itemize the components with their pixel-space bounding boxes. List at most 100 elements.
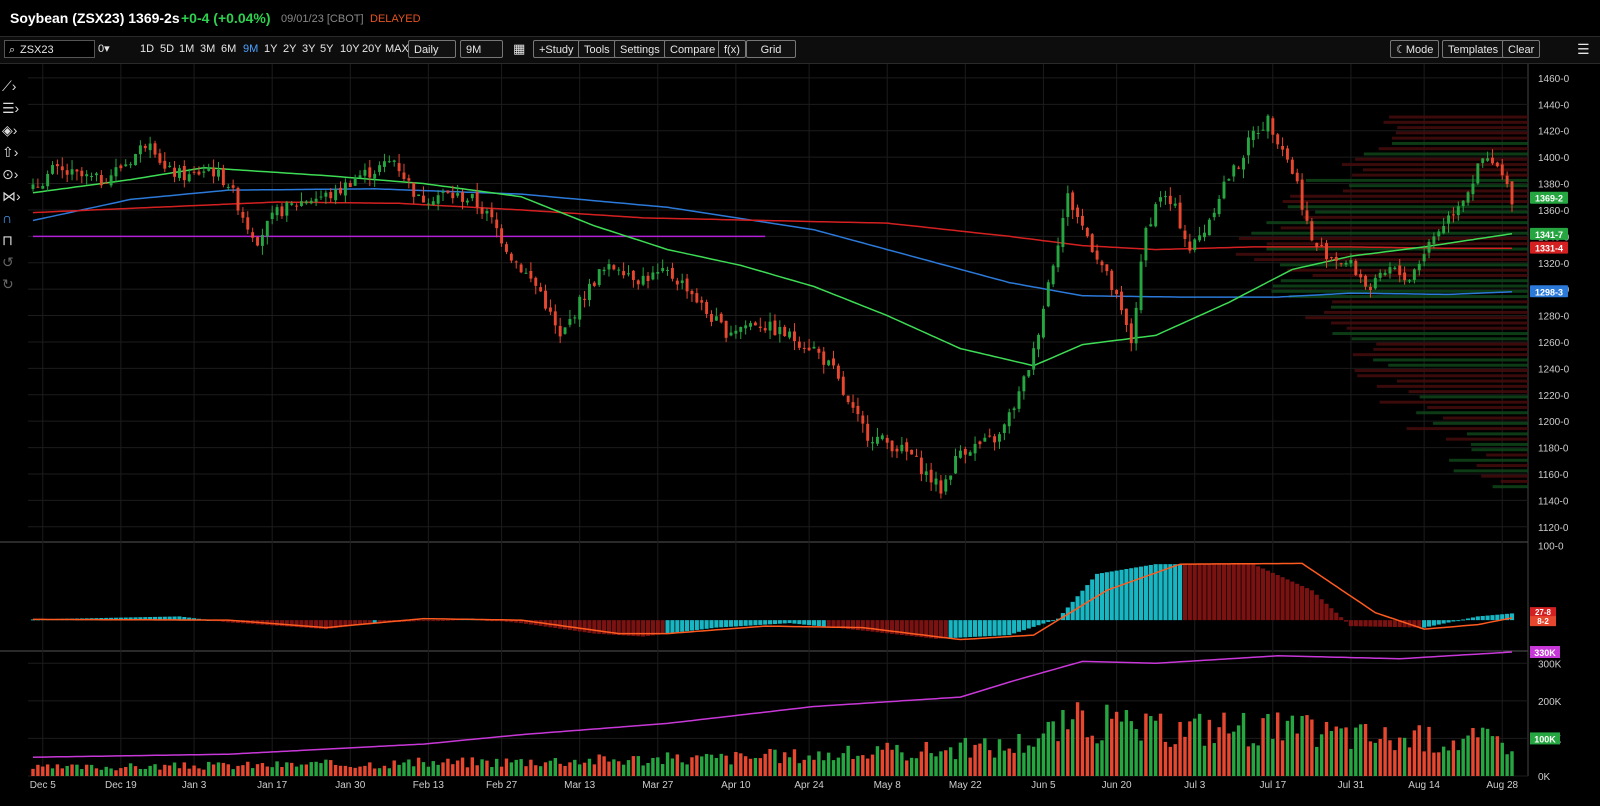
profile-bar (1389, 115, 1528, 119)
study-button[interactable]: +Study (533, 40, 580, 58)
candle-body (597, 269, 601, 286)
lock-icon[interactable]: ⊓ (2, 232, 13, 248)
redo-icon[interactable]: ↻ (2, 276, 14, 292)
volume-bar (973, 744, 977, 776)
range-10y[interactable]: 10Y (340, 43, 360, 55)
osc-bar (1217, 564, 1222, 621)
candle-body (646, 275, 650, 281)
candle-body (1217, 198, 1221, 215)
candle-body (1168, 195, 1172, 205)
osc-bar (1007, 620, 1012, 636)
range-1m[interactable]: 1M (179, 43, 195, 55)
volume-bar (1236, 725, 1241, 776)
volume-bar (172, 762, 177, 776)
candle-body (875, 436, 879, 444)
range-max[interactable]: MAX (385, 43, 409, 55)
grid-button[interactable]: Grid (746, 40, 796, 58)
osc-bar (826, 620, 831, 628)
fib-icon[interactable]: ☰› (2, 100, 20, 116)
candle-body (924, 471, 928, 476)
undo-icon[interactable]: ↺ (2, 254, 14, 270)
range-2y[interactable]: 2Y (283, 43, 297, 55)
range-3m[interactable]: 3M (200, 43, 216, 55)
trendline-icon[interactable]: ⟋› (2, 78, 17, 94)
candle-body (368, 167, 372, 178)
magnet-icon[interactable]: ∩ (2, 210, 13, 226)
osc-bar (1485, 615, 1490, 621)
volume-bar (353, 767, 357, 776)
vol-y-tick: 300K (1538, 659, 1562, 670)
volume-bar (402, 762, 406, 776)
templates-button[interactable]: Templates (1442, 40, 1505, 58)
calendar-icon[interactable]: ▦ (513, 41, 526, 56)
profile-bar (1315, 210, 1528, 214)
volume-bar (65, 765, 69, 776)
candle-body (1417, 263, 1421, 271)
period-select[interactable]: 9M (460, 40, 503, 58)
osc-bar (187, 617, 192, 621)
volume-bar (1212, 743, 1216, 776)
candle-body (168, 165, 172, 168)
pattern-icon[interactable]: ⋈› (2, 188, 21, 204)
candle-body (465, 200, 469, 203)
volume-bar (524, 766, 528, 776)
volume-bar (997, 739, 1002, 776)
candle-body (470, 193, 474, 199)
arrow-icon[interactable]: ⇧› (2, 144, 19, 160)
shape-icon[interactable]: ◈› (2, 122, 18, 138)
osc-bar (382, 620, 387, 623)
marker-icon[interactable]: ⊙› (2, 166, 19, 182)
volume-bar (1481, 727, 1485, 776)
osc-bar (865, 620, 870, 632)
candle-body (1139, 261, 1143, 311)
candle-body (656, 272, 660, 274)
layout-dropdown[interactable]: 0▾ (98, 43, 110, 55)
candle-body (783, 326, 787, 337)
interval-select[interactable]: Daily (408, 40, 456, 58)
chart-area[interactable]: 1460-01440-01420-01400-01380-01360-01340… (0, 64, 1600, 806)
osc-bar (1026, 620, 1031, 629)
range-20y[interactable]: 20Y (362, 43, 382, 55)
volume-bar (124, 767, 128, 776)
candle-body (51, 164, 54, 174)
osc-bar (1348, 620, 1353, 627)
range-1y[interactable]: 1Y (264, 43, 278, 55)
range-5y[interactable]: 5Y (320, 43, 334, 55)
volume-bar (519, 759, 523, 776)
range-3y[interactable]: 3Y (302, 43, 316, 55)
osc-bar (724, 620, 729, 628)
volume-bar (758, 758, 762, 776)
osc-tag-bg (1530, 607, 1556, 618)
profile-bar (1355, 157, 1528, 161)
candle-body (1256, 133, 1260, 135)
fx-button[interactable]: f(x) (718, 40, 746, 58)
search-value: ZSX23 (20, 44, 54, 56)
volume-bar (1388, 740, 1392, 776)
volume-bar (983, 738, 987, 776)
osc-bar (1378, 620, 1383, 627)
clear-button[interactable]: Clear (1502, 40, 1541, 58)
tools-button[interactable]: Tools (578, 40, 616, 58)
settings-button[interactable]: Settings (614, 40, 666, 58)
volume-bar (246, 761, 250, 776)
candle-body (1432, 236, 1436, 244)
symbol-search-input[interactable]: ⌕ ZSX23 (4, 40, 95, 58)
candle-body (846, 395, 850, 403)
osc-bar (1158, 564, 1163, 621)
compare-button[interactable]: Compare (664, 40, 722, 58)
osc-bar (694, 620, 699, 630)
osc-bar (1387, 620, 1393, 627)
mode-button[interactable]: ☾Mode (1390, 40, 1440, 58)
range-5d[interactable]: 5D (160, 43, 175, 55)
candle-body (1442, 226, 1446, 234)
osc-bar (582, 620, 587, 633)
osc-bar (714, 620, 719, 628)
menu-icon[interactable]: ☰ (1577, 41, 1590, 57)
candle-body (514, 261, 518, 263)
range-1d[interactable]: 1D (140, 43, 155, 55)
candle-body (871, 442, 875, 444)
header-bar: Soybean (ZSX23) 1369-2s +0-4 (+0.04%) 09… (0, 0, 1600, 34)
range-9m[interactable]: 9M (243, 43, 259, 55)
open-interest-line (32, 651, 1513, 758)
range-6m[interactable]: 6M (221, 43, 237, 55)
